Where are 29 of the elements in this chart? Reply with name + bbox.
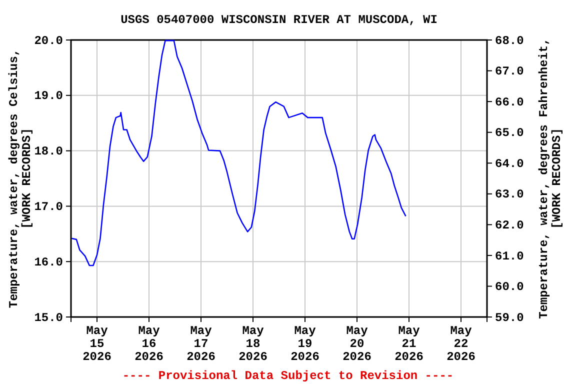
- y2-tick-label: 62.0: [495, 218, 524, 233]
- y-tick-label: 16.0: [34, 255, 63, 270]
- y-tick-label: 20.0: [34, 34, 63, 48]
- y2-axis-title: Temperature, water, degrees Fahrenheit, [WORK RECORDS]: [537, 38, 564, 319]
- x-tick-label: May 16 2026: [134, 324, 164, 364]
- x-tick-label: May 20 2026: [342, 324, 372, 364]
- text: ---- Provisional Data Subject to Revision ----: [122, 369, 454, 383]
- x-tick-label: May 19 2026: [290, 324, 320, 364]
- y2-tick-label: 64.0: [495, 156, 524, 171]
- x-tick-label: May 15 2026: [82, 324, 112, 364]
- x-tick-label: May 22 2026: [446, 324, 476, 364]
- y-tick-label: 19.0: [34, 89, 63, 104]
- y2-tick-label: 65.0: [495, 126, 524, 140]
- y2-tick-label: 60.0: [495, 280, 524, 294]
- y-tick-label: 17.0: [34, 200, 63, 214]
- y2-tick-label: 68.0: [495, 34, 524, 48]
- y2-tick-label: 63.0: [495, 188, 524, 202]
- line-series: [70, 40, 406, 266]
- y2-tick-label: 66.0: [495, 95, 524, 110]
- y2-tick-label: 61.0: [495, 249, 524, 264]
- x-tick-label: May 17 2026: [186, 324, 216, 364]
- y2-tick-label: 59.0: [495, 310, 524, 325]
- y-axis-title: Temperature, water, degrees Celsius, [WORK RECORDS]: [7, 48, 34, 308]
- x-tick-label: May 18 2026: [238, 324, 268, 364]
- x-tick-label: May 21 2026: [394, 324, 424, 364]
- y2-tick-label: 67.0: [495, 64, 524, 79]
- y-tick-label: 15.0: [34, 310, 63, 325]
- chart-title: USGS 05407000 WISCONSIN RIVER AT MUSCODA, WI: [120, 13, 438, 27]
- y-tick-label: 18.0: [34, 144, 63, 159]
